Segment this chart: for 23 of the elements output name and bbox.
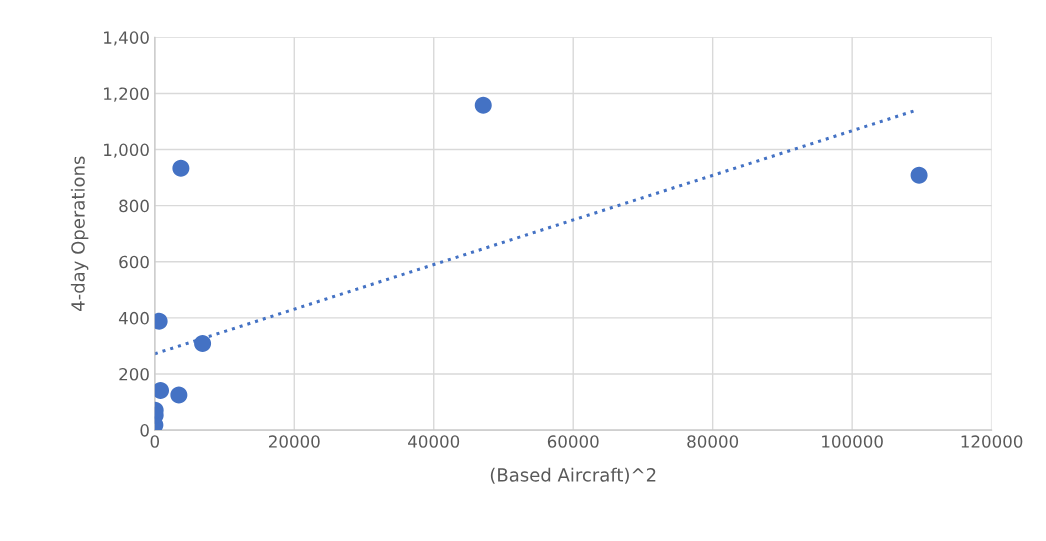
x-tick-label: 100000 bbox=[822, 435, 883, 448]
point bbox=[172, 159, 190, 177]
y-tick-label: 1,000 bbox=[104, 143, 149, 158]
point bbox=[910, 166, 928, 184]
y-tick-label: 800 bbox=[119, 199, 149, 213]
x-tick-label: 0 bbox=[150, 435, 159, 448]
y-tick-label: 200 bbox=[119, 367, 149, 381]
x-tick-label: 120000 bbox=[961, 435, 1023, 448]
x-tick-label: 40000 bbox=[408, 435, 460, 448]
y-tick-label: 0 bbox=[140, 424, 149, 437]
x-tick-label: 20000 bbox=[268, 435, 320, 448]
y-tick-label: 1,400 bbox=[104, 31, 149, 46]
x-tick-label: 60000 bbox=[547, 435, 599, 448]
point bbox=[154, 382, 170, 400]
point bbox=[474, 96, 492, 114]
y-tick-label: 600 bbox=[119, 255, 149, 269]
y-tick-label: 400 bbox=[118, 311, 149, 325]
y-tick-label: 1,200 bbox=[104, 87, 149, 102]
y-axis-title: 4-day Operations bbox=[70, 156, 89, 311]
x-tick-label: 80000 bbox=[687, 435, 739, 448]
point bbox=[194, 334, 212, 352]
x-axis-title: (Based Aircraft)^2 bbox=[490, 467, 656, 484]
point bbox=[170, 386, 188, 404]
